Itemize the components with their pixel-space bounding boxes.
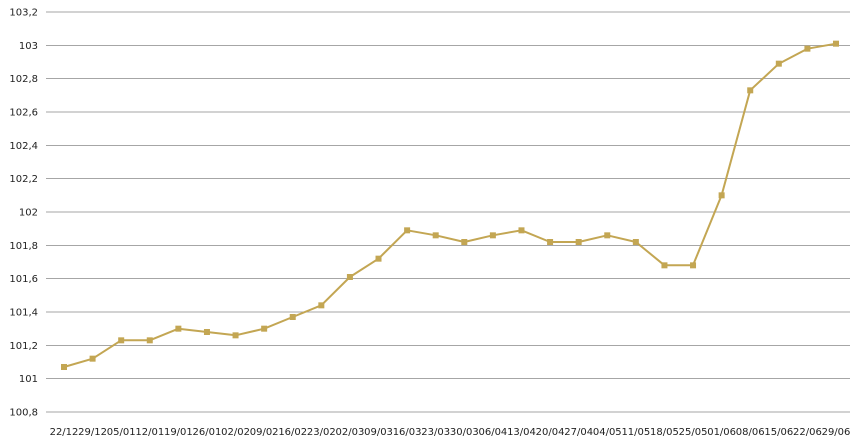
x-tick-label: 06/04 [478,427,507,438]
data-point [632,239,639,245]
data-point [375,255,382,262]
x-tick-label: 30/03 [450,427,479,438]
data-point [89,355,96,362]
data-point [489,232,496,239]
y-tick-label: 102,6 [9,108,38,119]
y-tick-label: 101 [19,374,38,385]
x-tick-label: 04/05 [593,427,622,438]
data-point [833,40,839,47]
data-point [203,329,210,335]
x-tick-label: 15/06 [764,427,793,438]
data-point [404,227,411,234]
x-tick-label: 02/02 [221,427,250,438]
x-tick-label: 29/06 [822,427,851,438]
x-tick-label: 05/01 [107,427,136,438]
data-point [118,337,125,344]
x-tick-label: 23/03 [421,427,450,438]
data-point [804,45,811,52]
data-point [232,332,239,339]
y-tick-label: 102,8 [9,74,38,85]
x-tick-label: 22/12 [50,427,79,438]
data-point [518,227,525,234]
x-tick-label: 19/01 [164,427,193,438]
y-tick-label: 103,2 [9,8,38,19]
data-point [61,364,67,370]
data-point [575,239,582,245]
x-tick-label: 12/01 [135,427,164,438]
y-tick-label: 101,2 [9,341,38,352]
x-tick-label: 22/06 [793,427,822,438]
data-point [747,87,754,94]
x-tick-label: 23/02 [307,427,336,438]
data-point [175,325,182,332]
data-point [432,232,439,239]
x-tick-label: 11/05 [621,427,650,438]
data-point [661,262,668,269]
data-point [775,60,782,67]
x-tick-label: 27/04 [564,427,593,438]
x-tick-label: 02/03 [336,427,365,438]
x-tick-label: 09/02 [250,427,279,438]
x-tick-label: 13/04 [507,427,536,438]
data-point [718,192,725,199]
data-point [604,232,611,239]
x-axis-tick-labels: 22/12 29/12 05/01 12/01 19/01 26/01 02/02 09/02… [50,427,851,438]
x-tick-label: 20/04 [536,427,565,438]
series-layer [61,40,839,370]
y-tick-label: 102 [19,208,38,219]
y-tick-label: 102,2 [9,174,38,185]
data-point [318,302,325,309]
y-tick-label: 103 [19,41,38,52]
x-tick-label: 16/02 [278,427,307,438]
y-tick-label: 101,6 [9,274,38,285]
data-point [289,314,296,320]
y-tick-label: 101,4 [9,308,38,319]
data-point [690,262,697,269]
data-point [146,337,153,344]
x-tick-label: 29/12 [78,427,107,438]
grid-lines [46,11,850,413]
data-point [461,239,468,245]
data-point [346,274,353,280]
x-tick-label: 08/06 [736,427,765,438]
data-point [261,325,268,332]
x-tick-label: 01/06 [707,427,736,438]
y-tick-label: 101,8 [9,241,38,252]
x-tick-label: 16/03 [393,427,422,438]
y-axis-tick-labels: 100,8 101 101,2 101,4 101,6 101,8 102 102,2 102,… [9,8,38,419]
y-tick-label: 102,4 [9,141,38,152]
series-line [63,42,837,368]
x-tick-label: 09/03 [364,427,393,438]
y-tick-label: 100,8 [9,408,38,419]
x-tick-label: 18/05 [650,427,679,438]
x-tick-label: 26/01 [193,427,222,438]
data-point [547,239,554,245]
x-tick-label: 25/05 [679,427,708,438]
